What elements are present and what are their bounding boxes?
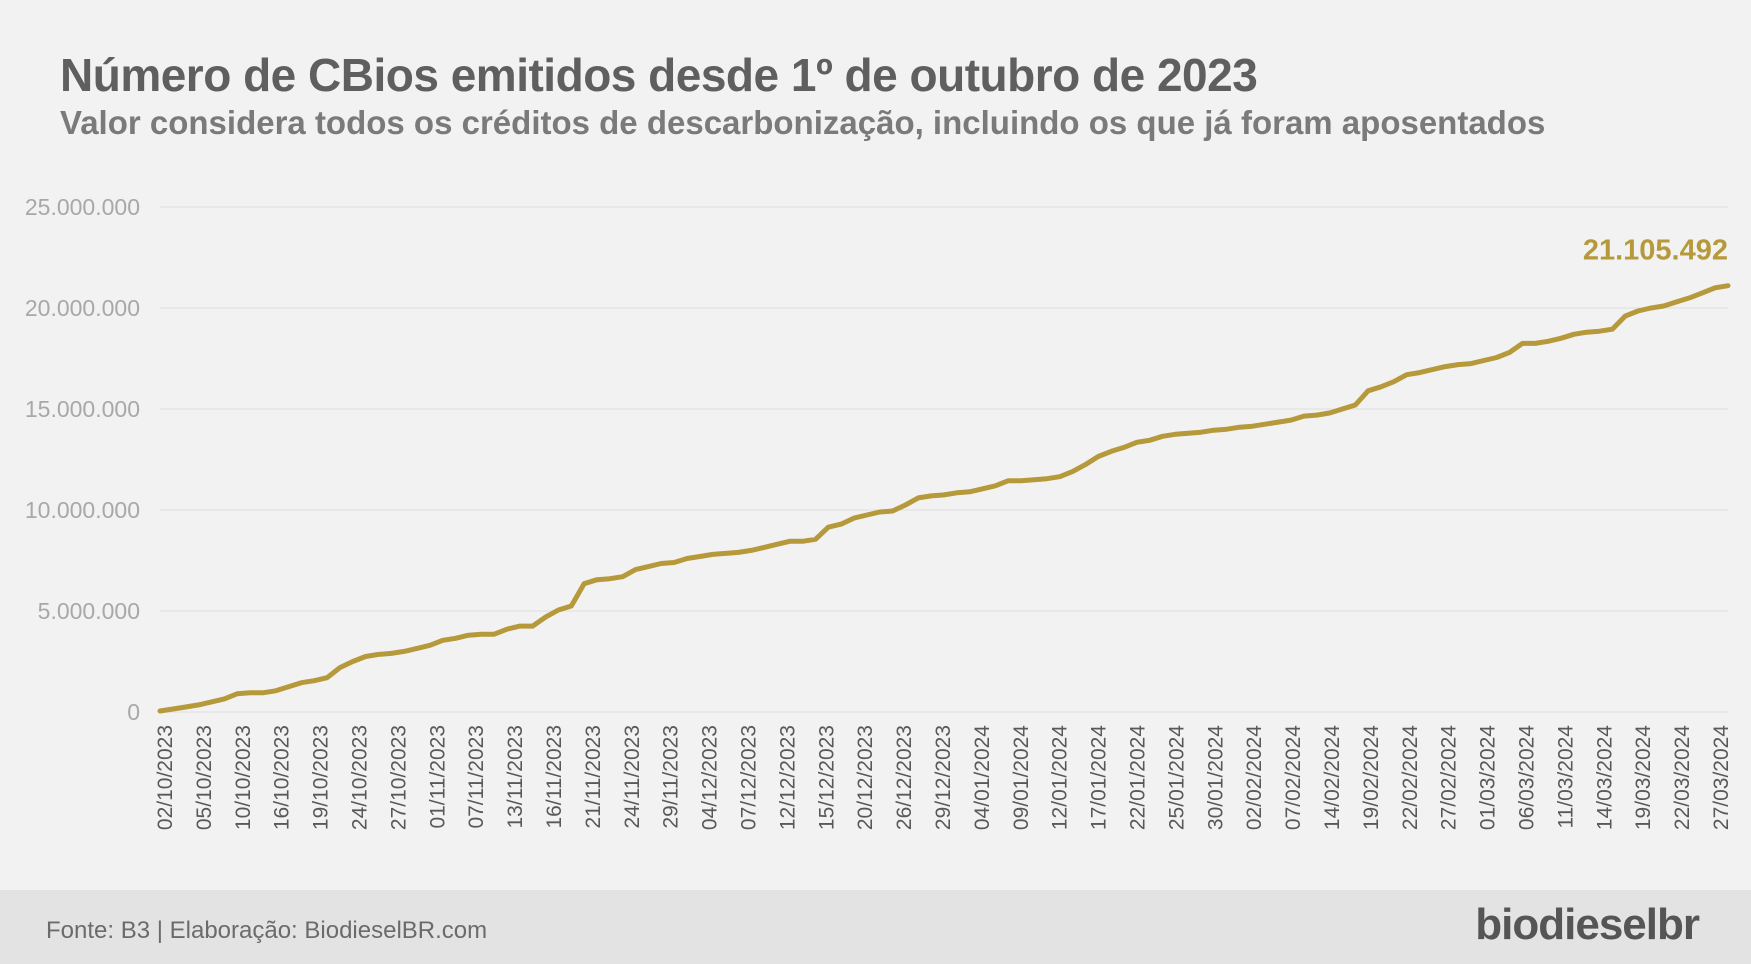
y-tick-label: 25.000.000 xyxy=(25,194,140,220)
x-tick-label: 07/02/2024 xyxy=(1282,725,1305,830)
y-tick-label: 20.000.000 xyxy=(25,295,140,321)
x-tick-label: 19/10/2023 xyxy=(310,725,333,830)
x-tick-label: 14/02/2024 xyxy=(1321,725,1344,830)
x-tick-label: 01/11/2023 xyxy=(426,725,449,829)
x-tick-label: 29/12/2023 xyxy=(932,725,955,830)
x-tick-label: 21/11/2023 xyxy=(582,725,605,829)
x-tick-label: 22/02/2024 xyxy=(1399,725,1422,830)
x-tick-label: 07/12/2023 xyxy=(738,725,761,830)
x-tick-label: 27/02/2024 xyxy=(1438,725,1461,830)
x-tick-label: 07/11/2023 xyxy=(465,725,488,829)
x-tick-label: 16/10/2023 xyxy=(271,725,294,830)
x-tick-label: 25/01/2024 xyxy=(1165,725,1188,830)
x-tick-label: 19/02/2024 xyxy=(1360,725,1383,830)
x-tick-label: 13/11/2023 xyxy=(504,725,527,829)
x-tick-label: 10/10/2023 xyxy=(232,725,255,830)
brand-logo: biodieselbr xyxy=(1475,900,1700,949)
x-tick-label: 16/11/2023 xyxy=(543,725,566,829)
x-tick-label: 12/01/2024 xyxy=(1049,725,1072,830)
y-tick-label: 15.000.000 xyxy=(25,396,140,422)
x-tick-label: 12/12/2023 xyxy=(776,725,799,830)
x-tick-label: 04/01/2024 xyxy=(971,725,994,830)
y-tick-label: 0 xyxy=(127,699,140,725)
x-tick-label: 11/03/2024 xyxy=(1554,725,1577,829)
x-tick-label: 09/01/2024 xyxy=(1010,725,1033,830)
footer: Fonte: B3 | Elaboração: BiodieselBR.com … xyxy=(0,890,1751,964)
x-tick-label: 24/11/2023 xyxy=(621,725,644,829)
chart-title: Número de CBios emitidos desde 1º de out… xyxy=(60,49,1258,101)
x-tick-label: 05/10/2023 xyxy=(193,725,216,830)
chart-subtitle: Valor considera todos os créditos de des… xyxy=(60,104,1546,141)
x-tick-label: 01/03/2024 xyxy=(1477,725,1500,830)
series-line xyxy=(157,283,1731,714)
x-tick-label: 20/12/2023 xyxy=(854,725,877,830)
x-tick-label: 22/01/2024 xyxy=(1127,725,1150,830)
x-tick-label: 02/10/2023 xyxy=(154,725,177,830)
y-tick-label: 5.000.000 xyxy=(38,598,140,624)
x-tick-label: 29/11/2023 xyxy=(660,725,683,829)
x-tick-label: 14/03/2024 xyxy=(1593,725,1616,830)
last-value-label: 21.105.492 xyxy=(1583,235,1728,267)
x-tick-label: 19/03/2024 xyxy=(1632,725,1655,830)
x-tick-label: 30/01/2024 xyxy=(1204,725,1227,830)
x-tick-label: 24/10/2023 xyxy=(349,725,372,830)
source-credit: Fonte: B3 | Elaboração: BiodieselBR.com xyxy=(46,917,488,944)
x-tick-label: 02/02/2024 xyxy=(1243,725,1266,830)
x-tick-label: 04/12/2023 xyxy=(699,725,722,830)
y-tick-label: 10.000.000 xyxy=(25,497,140,523)
x-tick-label: 15/12/2023 xyxy=(815,725,838,830)
x-tick-label: 27/10/2023 xyxy=(387,725,410,830)
x-tick-label: 06/03/2024 xyxy=(1516,725,1539,830)
x-tick-label: 17/01/2024 xyxy=(1088,725,1111,830)
x-tick-label: 22/03/2024 xyxy=(1671,725,1694,830)
x-tick-label: 27/03/2024 xyxy=(1710,725,1733,830)
line-chart: 0 5.000.000 10.000.000 15.000.000 20.000.000… xyxy=(25,194,1733,830)
x-tick-label: 26/12/2023 xyxy=(893,725,916,830)
